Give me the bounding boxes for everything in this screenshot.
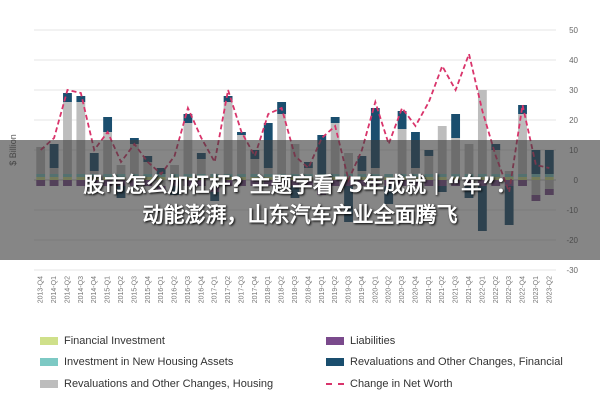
x-tick-label: 2015-Q2 bbox=[118, 276, 125, 303]
x-tick-label: 2020-Q3 bbox=[399, 276, 406, 303]
x-tick-label: 2016-Q2 bbox=[172, 276, 179, 303]
chart-legend: Financial Investment Liabilities Investm… bbox=[40, 333, 600, 393]
x-tick-label: 2018-Q1 bbox=[265, 276, 272, 303]
x-tick-label: 2017-Q3 bbox=[238, 276, 245, 303]
x-tick-label: 2022-Q3 bbox=[506, 276, 513, 303]
legend-label: Revaluations and Other Changes, Housing bbox=[64, 377, 274, 390]
x-tick-label: 2022-Q2 bbox=[493, 276, 500, 303]
x-tick-label: 2021-Q1 bbox=[426, 276, 433, 303]
legend-label: Change in Net Worth bbox=[350, 377, 453, 390]
x-tick-label: 2019-Q3 bbox=[346, 276, 353, 303]
bar-segment bbox=[237, 132, 246, 135]
bar-segment bbox=[103, 117, 113, 132]
legend-item-financial-investment: Financial Investment bbox=[40, 333, 326, 349]
x-tick-label: 2017-Q2 bbox=[225, 276, 232, 303]
x-tick-label: 2020-Q4 bbox=[412, 276, 419, 303]
bar-segment bbox=[76, 102, 86, 174]
legend-swatch bbox=[40, 379, 58, 388]
x-tick-label: 2020-Q1 bbox=[372, 276, 379, 303]
headline-line-2[interactable]: 动能澎湃，山东汽车产业全面腾飞 bbox=[142, 203, 458, 227]
x-tick-label: 2022-Q4 bbox=[520, 276, 527, 303]
bar-segment bbox=[223, 96, 233, 102]
legend-swatch bbox=[40, 358, 58, 367]
x-tick-label: 2017-Q4 bbox=[252, 276, 259, 303]
y-tick-label: 40 bbox=[569, 56, 578, 65]
x-tick-label: 2021-Q3 bbox=[453, 276, 460, 303]
x-tick-label: 2014-Q2 bbox=[64, 276, 71, 303]
legend-swatch bbox=[326, 337, 344, 345]
bar-segment bbox=[397, 111, 407, 129]
y-tick-label: 30 bbox=[569, 86, 578, 95]
x-tick-label: 2015-Q3 bbox=[131, 276, 138, 303]
bar-segment bbox=[370, 108, 380, 168]
x-tick-label: 2021-Q2 bbox=[439, 276, 446, 303]
x-tick-label: 2022-Q1 bbox=[479, 276, 486, 303]
x-tick-label: 2018-Q2 bbox=[279, 276, 286, 303]
x-tick-label: 2021-Q4 bbox=[466, 276, 473, 303]
bar-segment bbox=[451, 114, 461, 138]
bar-segment bbox=[63, 102, 72, 174]
headline-line-1[interactable]: 股市怎么加杠杆? 主题字看75年成就｜“车”： bbox=[83, 173, 517, 197]
x-tick-label: 2020-Q2 bbox=[386, 276, 393, 303]
legend-swatch bbox=[40, 337, 58, 345]
legend-swatch-dashed bbox=[326, 382, 344, 385]
legend-item-new-housing: Investment in New Housing Assets bbox=[40, 354, 326, 370]
legend-item-reval-financial: Revaluations and Other Changes, Financia… bbox=[326, 354, 600, 370]
x-tick-label: 2015-Q1 bbox=[105, 276, 112, 303]
legend-label: Investment in New Housing Assets bbox=[64, 356, 234, 369]
x-tick-label: 2017-Q1 bbox=[212, 276, 219, 303]
x-tick-label: 2014-Q4 bbox=[91, 276, 98, 303]
bar-segment bbox=[223, 102, 233, 174]
x-tick-label: 2014-Q1 bbox=[51, 276, 58, 303]
y-tick-label: 50 bbox=[569, 26, 578, 35]
bar-segment bbox=[183, 114, 193, 123]
x-tick-label: 2016-Q4 bbox=[198, 276, 205, 303]
legend-label: Revaluations and Other Changes, Financia… bbox=[350, 356, 563, 369]
y-tick-label: -30 bbox=[566, 266, 578, 275]
bar-segment bbox=[477, 90, 487, 174]
legend-item-reval-housing: Revaluations and Other Changes, Housing bbox=[40, 376, 326, 392]
x-tick-label: 2014-Q3 bbox=[78, 276, 85, 303]
x-tick-label: 2016-Q1 bbox=[158, 276, 165, 303]
x-tick-label: 2018-Q4 bbox=[305, 276, 312, 303]
x-tick-label: 2019-Q2 bbox=[332, 276, 339, 303]
x-tick-label: 2023-Q2 bbox=[546, 276, 553, 303]
legend-label: Liabilities bbox=[350, 335, 396, 347]
x-tick-label: 2018-Q3 bbox=[292, 276, 299, 303]
x-tick-label: 2015-Q4 bbox=[145, 276, 152, 303]
x-tick-label: 2019-Q4 bbox=[359, 276, 366, 303]
x-tick-label: 2019-Q1 bbox=[319, 276, 326, 303]
x-tick-label: 2016-Q3 bbox=[185, 276, 192, 303]
headline-overlay[interactable]: 股市怎么加杠杆? 主题字看75年成就｜“车”： 动能澎湃，山东汽车产业全面腾飞 bbox=[0, 140, 600, 260]
bar-segment bbox=[76, 96, 86, 102]
x-tick-labels: 2013-Q4 2014-Q1 2014-Q2 2014-Q3 2014-Q4 2015-… bbox=[38, 276, 554, 303]
legend-item-liabilities: Liabilities bbox=[326, 333, 600, 349]
legend-item-net-worth: Change in Net Worth bbox=[326, 376, 600, 392]
legend-swatch bbox=[326, 358, 344, 367]
x-tick-label: 2013-Q4 bbox=[38, 276, 45, 303]
bar-segment bbox=[63, 93, 72, 102]
x-tick-label: 2023-Q1 bbox=[533, 276, 540, 303]
legend-label: Financial Investment bbox=[64, 335, 165, 347]
bar-segment bbox=[330, 117, 340, 123]
y-tick-label: 20 bbox=[569, 116, 578, 125]
